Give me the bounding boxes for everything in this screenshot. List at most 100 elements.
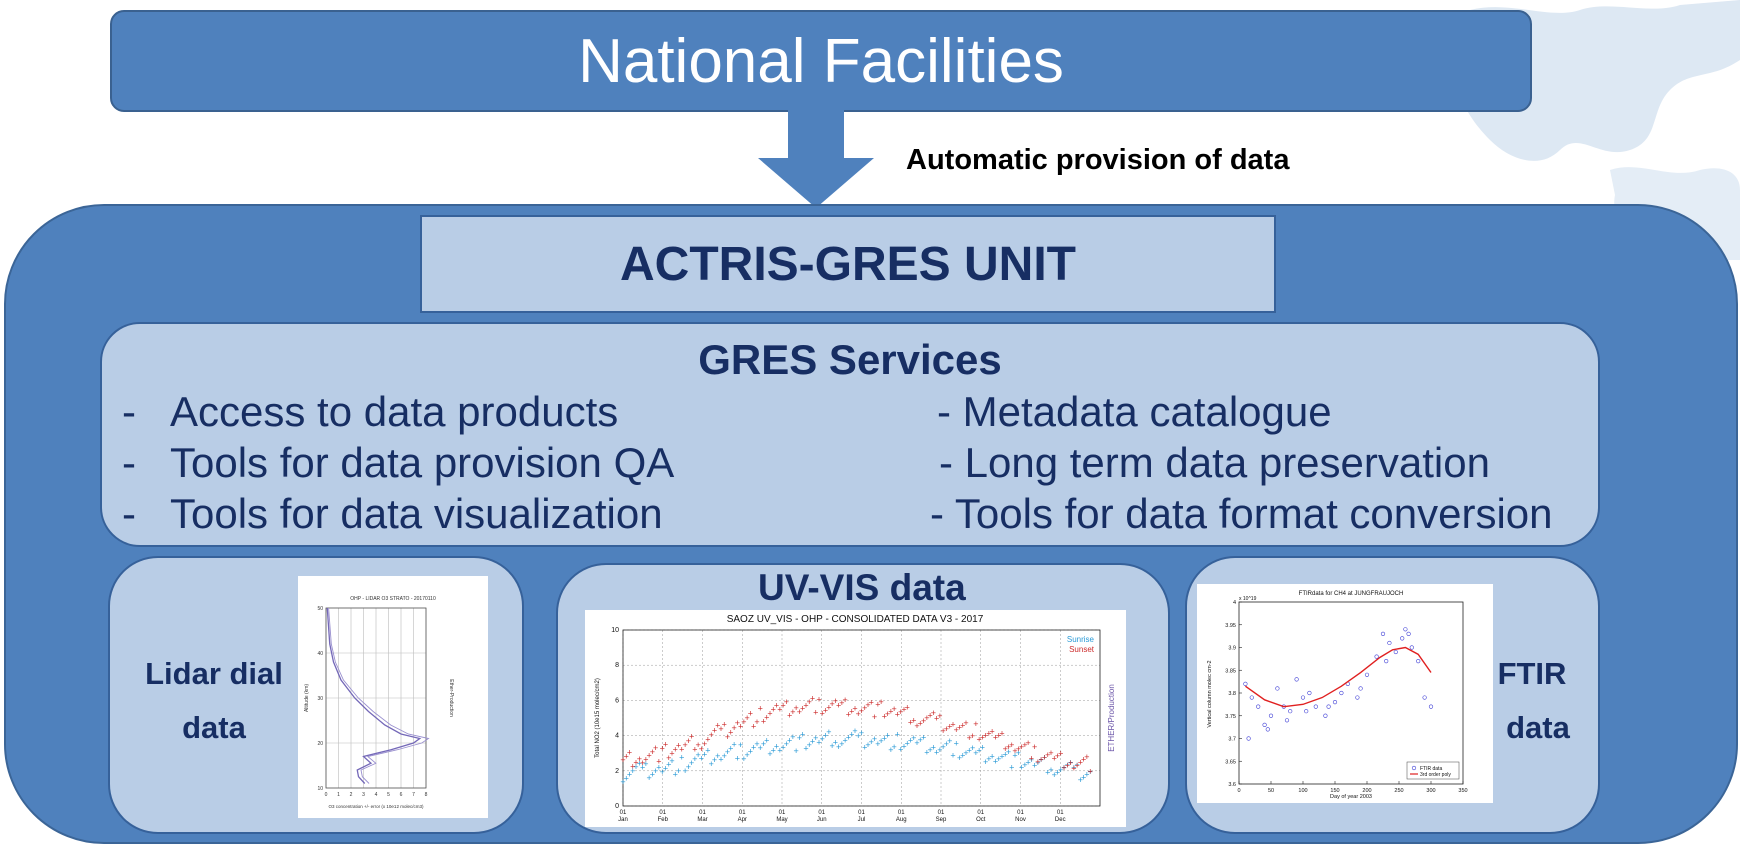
data-point-sunset: + (1012, 746, 1017, 756)
data-point-sunrise: + (748, 746, 753, 756)
data-point-sunset: + (1071, 763, 1076, 773)
data-point-sunset: + (833, 696, 838, 706)
x-tick-label: Feb (658, 817, 669, 823)
data-point-sunset: + (774, 701, 779, 711)
data-point-sunset: + (914, 721, 919, 731)
data-point-sunrise: + (731, 740, 736, 750)
data-point-sunset: + (656, 757, 661, 767)
data-point-sunset: + (637, 754, 642, 764)
x-tick-label: 01 (779, 810, 786, 816)
data-point (1304, 709, 1309, 714)
data-point-sunrise: + (745, 750, 750, 760)
data-point-sunset: + (1039, 755, 1044, 765)
data-point-sunrise: + (934, 748, 939, 758)
data-point-sunrise: + (918, 735, 923, 745)
data-point-sunset: + (702, 739, 707, 749)
service-item: Tools for data provision QA (170, 439, 675, 486)
data-point-sunrise: + (754, 739, 759, 749)
data-point-sunset: + (862, 703, 867, 713)
data-point-sunrise: + (767, 749, 772, 759)
data-point-sunrise: + (973, 748, 978, 758)
service-item: - Long term data preservation (939, 439, 1490, 486)
data-point-sunrise: + (954, 738, 959, 748)
data-point-sunrise: + (892, 742, 897, 752)
data-point-sunrise: + (888, 745, 893, 755)
chart-title: SAOZ UV_VIS - OHP - CONSOLIDATED DATA V3… (727, 614, 984, 625)
data-point-sunset: + (878, 697, 883, 707)
data-point-sunrise: + (656, 763, 661, 773)
x-tick-label: 50 (1268, 788, 1274, 794)
y-tick-label: 3.95 (1225, 623, 1236, 629)
ftir-label-line2: data (1506, 710, 1570, 745)
data-point-sunset: + (771, 705, 776, 715)
data-point-sunset: + (803, 700, 808, 710)
data-point-sunset: + (669, 749, 674, 759)
data-point (1393, 649, 1398, 655)
data-point-sunset: + (820, 709, 825, 719)
data-point-sunset: + (865, 700, 870, 710)
x-tick-label: 8 (425, 792, 428, 798)
data-point (1422, 695, 1427, 700)
x-tick-label: 01 (977, 810, 984, 816)
data-point-sunset: + (647, 751, 652, 761)
data-point-sunrise: + (643, 759, 648, 769)
data-point-sunset: + (725, 732, 730, 742)
service-item: - Tools for data format conversion (930, 490, 1553, 537)
data-point-sunset: + (679, 745, 684, 755)
plot-frame (325, 607, 427, 789)
data-point-sunset: + (699, 744, 704, 754)
data-point (1256, 704, 1261, 709)
data-point-sunrise: + (790, 732, 795, 742)
data-point-sunrise: + (823, 731, 828, 741)
data-point-sunset: + (882, 712, 887, 722)
data-point-sunset: + (839, 698, 844, 708)
x-tick-label: 01 (620, 810, 627, 816)
data-point-sunset: + (624, 751, 629, 761)
bullet-dash: - (122, 439, 136, 486)
y-tick-label: 50 (317, 606, 323, 612)
y-tick-label: 3.7 (1228, 737, 1236, 743)
data-point-sunrise: + (914, 738, 919, 748)
data-point-sunrise: + (715, 751, 720, 761)
service-item: - Metadata catalogue (937, 388, 1332, 435)
lidar-label-line1: Lidar dial (145, 656, 283, 691)
y-tick-label: 3.8 (1228, 691, 1236, 697)
data-point-sunrise: + (777, 746, 782, 756)
data-point-sunrise: + (807, 740, 812, 750)
data-point (1265, 727, 1270, 732)
data-point-sunrise: + (761, 739, 766, 749)
data-point-sunrise: + (686, 762, 691, 772)
x-tick-label: 5 (387, 792, 390, 798)
data-point (1374, 654, 1379, 659)
data-point-sunset: + (829, 699, 834, 709)
data-point-sunrise: + (784, 739, 789, 749)
x-tick-label: Sep (936, 817, 947, 823)
data-point-sunset: + (1025, 738, 1030, 748)
data-point (1268, 713, 1274, 718)
data-point-sunrise: + (1058, 765, 1063, 775)
data-point-sunrise: + (679, 753, 684, 763)
data-point-sunrise: + (1019, 763, 1024, 773)
data-point (1339, 690, 1344, 696)
data-point-sunrise: + (1006, 747, 1011, 757)
data-point-sunrise: + (1009, 762, 1014, 772)
data-point-sunset: + (846, 709, 851, 719)
data-point-sunset: + (1016, 744, 1021, 754)
data-point (1406, 631, 1411, 636)
side-label: ETHER/Production (1107, 684, 1116, 752)
services-title: GRES Services (698, 336, 1002, 383)
y-tick-label: 30 (317, 696, 323, 702)
data-point-sunset: + (898, 707, 903, 717)
legend-sunset: Sunset (1069, 645, 1095, 654)
data-point-sunset: + (921, 716, 926, 726)
data-point-sunset: + (1084, 752, 1089, 762)
y-tick-label: 3.85 (1225, 668, 1236, 674)
data-point (1403, 627, 1408, 632)
data-point-sunset: + (980, 733, 985, 743)
data-point-sunrise: + (722, 751, 727, 761)
data-point-sunrise: + (937, 745, 942, 755)
arrow-label: Automatic provision of data (906, 144, 1290, 176)
data-point-sunset: + (751, 722, 756, 732)
x-tick-label: 7 (412, 792, 415, 798)
data-point-sunset: + (1045, 750, 1050, 760)
